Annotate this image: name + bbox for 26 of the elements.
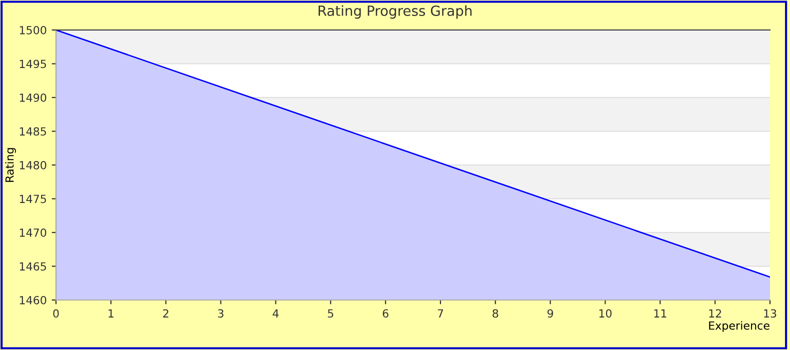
x-tick-label: 4: [272, 309, 279, 318]
x-tick-label: 5: [328, 309, 334, 318]
x-axis-title: Experience: [709, 321, 770, 332]
x-tick-label: 11: [654, 309, 666, 318]
y-tick-label: 1485: [20, 127, 46, 136]
y-axis-title: Rating: [5, 148, 16, 182]
x-tick-label: 7: [438, 309, 444, 318]
y-tick-label: 1480: [20, 160, 46, 170]
x-tick-label: 3: [218, 309, 224, 318]
x-tick-label: 6: [382, 309, 388, 318]
y-tick-label: 1470: [20, 228, 46, 237]
y-tick-label: 1465: [20, 262, 46, 271]
x-tick-label: 12: [709, 309, 722, 318]
x-tick-label: 1: [108, 309, 114, 318]
x-tick-label: 10: [599, 309, 612, 318]
y-tick-label: 1490: [20, 93, 46, 102]
x-tick-label: 8: [492, 309, 498, 318]
y-tick-label: 1475: [20, 194, 46, 204]
y-tick-label: 1500: [20, 26, 46, 34]
y-tick-label: 1460: [20, 296, 46, 304]
y-tick-label: 1495: [20, 60, 46, 68]
x-tick-label: 13: [764, 309, 776, 318]
x-tick-label: 9: [547, 309, 554, 318]
chart-title: Rating Progress Graph: [318, 5, 472, 19]
x-tick-label: 0: [53, 309, 59, 318]
x-tick-label: 2: [163, 309, 168, 318]
